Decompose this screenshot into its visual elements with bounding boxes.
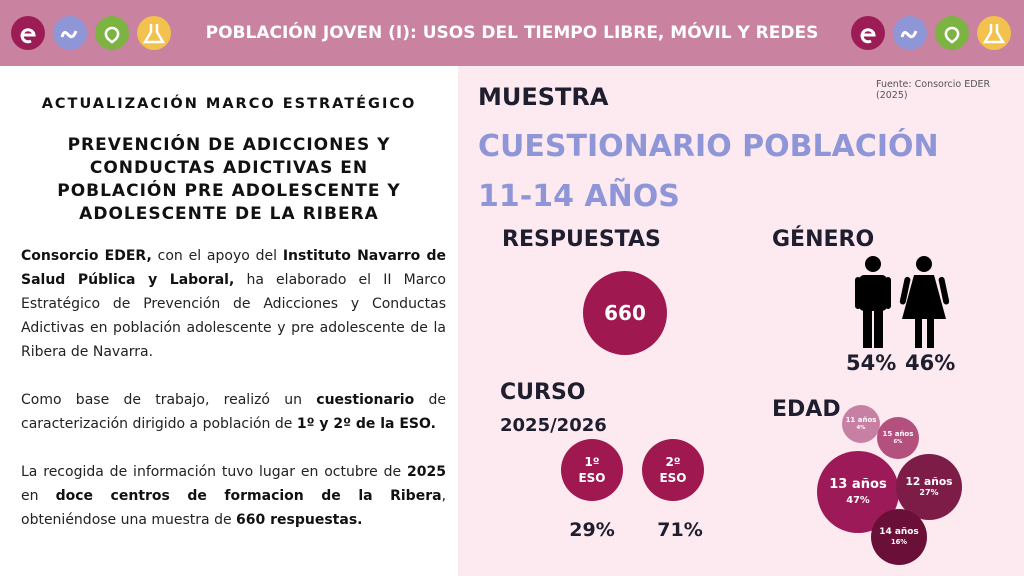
percentage: 54%	[846, 351, 897, 375]
age-bubble: 11 años 4%	[842, 405, 880, 443]
age-label: 13 años	[829, 477, 887, 493]
course-label: 1º ESO	[578, 455, 606, 485]
label: EDAD	[772, 397, 841, 422]
heading: ACTUALIZACIÓN MARCO ESTRATÉGICO	[41, 96, 417, 112]
source: Fuente: Consorcio EDER (2025)	[876, 79, 991, 101]
bold-text: Consorcio EDER,	[21, 248, 152, 264]
text: Como base de trabajo, realizó un	[21, 392, 317, 408]
logos	[11, 16, 1011, 50]
subtitle: PREVENCIÓN DE ADICCIONES Y CONDUCTAS ADI…	[57, 135, 401, 224]
age-share: 16%	[890, 538, 908, 547]
percentage: 46%	[905, 351, 956, 375]
text: con el apoyo del	[151, 248, 283, 264]
age-label: 14 años	[879, 526, 919, 537]
bold-text: doce centros de formacion de la Ribera	[55, 488, 442, 504]
age-bubble: 14 años 16%	[871, 509, 927, 565]
logo-group	[11, 16, 171, 50]
text: La recogida de información tuvo lugar en…	[21, 464, 408, 480]
body-text: Consorcio EDER, con el apoyo del Institu…	[21, 244, 446, 556]
age-label: 15 años	[882, 430, 914, 439]
section-title: MUESTRA	[478, 83, 609, 111]
bold-text: 1º y 2º de la ESO.	[296, 416, 436, 432]
age-share: 47%	[846, 494, 870, 506]
percentage: 29%	[569, 519, 615, 541]
paragraph: Consorcio EDER, con el apoyo del Institu…	[21, 244, 446, 364]
bold-text: 660 respuestas.	[236, 512, 363, 528]
left-panel	[0, 66, 458, 576]
paragraph: La recogida de información tuvo lugar en…	[21, 460, 446, 532]
course-label: 2º ESO	[659, 455, 687, 485]
header-bar	[0, 0, 1024, 66]
text: en	[21, 488, 56, 504]
age-share: 6%	[893, 438, 903, 445]
gender-icons	[855, 256, 950, 348]
value-circle: 660	[583, 271, 667, 355]
paragraph: Como base de trabajo, realizó un cuestio…	[21, 388, 446, 436]
course-circle: 2º ESO	[642, 439, 704, 501]
age-share: 4%	[856, 424, 866, 431]
label: CURSO	[500, 380, 586, 405]
text: de caracterización dirigido a población …	[21, 392, 446, 432]
bold-text: Instituto Navarro de Salud Pública y Lab…	[21, 248, 446, 288]
text: ha elaborado el II Marco Estratégico de …	[21, 272, 446, 360]
header-title: POBLACIÓN JOVEN (I): USOS DEL TIEMPO LIB…	[205, 23, 819, 43]
text: , obteniéndose una muestra de	[21, 488, 447, 528]
course-circle: 1º ESO	[561, 439, 623, 501]
bold-text: 2025	[407, 464, 446, 480]
label: RESPUESTAS	[502, 227, 661, 252]
age-share: 27%	[919, 488, 939, 498]
label: GÉNERO	[772, 227, 875, 252]
age-label: 12 años	[905, 474, 953, 488]
bold-text: cuestionario	[316, 392, 415, 408]
age-label: 11 años	[845, 416, 877, 425]
percentage: 71%	[657, 519, 703, 541]
year: 2025/2026	[500, 415, 607, 436]
main-title: CUESTIONARIO POBLACIÓN 11-14 AÑOS	[478, 129, 939, 214]
logo-group	[851, 16, 1011, 50]
age-bubble: 15 años 6%	[876, 416, 919, 459]
